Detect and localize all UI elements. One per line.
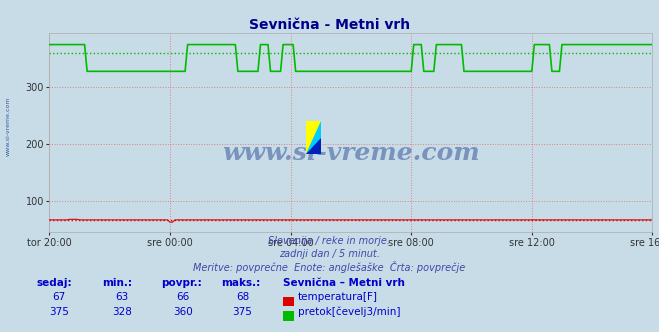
Text: zadnji dan / 5 minut.: zadnji dan / 5 minut. xyxy=(279,249,380,259)
Text: 63: 63 xyxy=(115,292,129,302)
Text: 67: 67 xyxy=(53,292,66,302)
Text: 68: 68 xyxy=(236,292,249,302)
Text: maks.:: maks.: xyxy=(221,278,260,288)
Text: min.:: min.: xyxy=(102,278,132,288)
Text: temperatura[F]: temperatura[F] xyxy=(298,292,378,302)
Text: 375: 375 xyxy=(49,307,69,317)
Text: pretok[čevelj3/min]: pretok[čevelj3/min] xyxy=(298,306,401,317)
Polygon shape xyxy=(306,121,321,154)
Text: 66: 66 xyxy=(177,292,190,302)
Text: povpr.:: povpr.: xyxy=(161,278,202,288)
Text: 360: 360 xyxy=(173,307,193,317)
Text: 328: 328 xyxy=(112,307,132,317)
Text: Sevnična – Metni vrh: Sevnična – Metni vrh xyxy=(283,278,405,288)
Text: sedaj:: sedaj: xyxy=(36,278,72,288)
Text: www.si-vreme.com: www.si-vreme.com xyxy=(5,96,11,156)
Text: 375: 375 xyxy=(233,307,252,317)
Text: Meritve: povprečne  Enote: anglešaške  Črta: povprečje: Meritve: povprečne Enote: anglešaške Črt… xyxy=(193,261,466,273)
Polygon shape xyxy=(306,138,321,154)
Text: Slovenija / reke in morje.: Slovenija / reke in morje. xyxy=(268,236,391,246)
Text: www.si-vreme.com: www.si-vreme.com xyxy=(222,141,480,165)
Polygon shape xyxy=(306,121,321,154)
Text: Sevnična - Metni vrh: Sevnična - Metni vrh xyxy=(249,18,410,32)
